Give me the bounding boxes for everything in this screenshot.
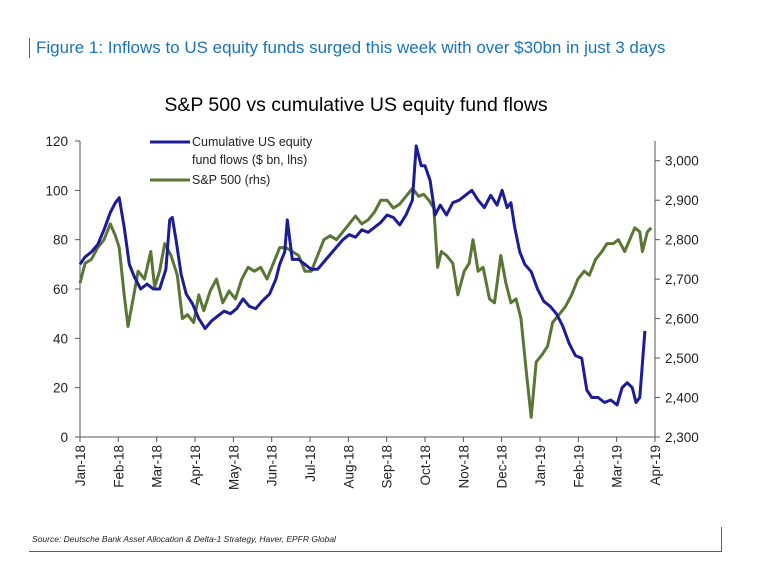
y-left-tick-label: 40 (53, 331, 68, 346)
chart-lines (78, 144, 653, 419)
x-tick-label: Feb-19 (571, 445, 586, 488)
x-tick-label: Jul-18 (303, 445, 318, 482)
y-left-tick-label: 120 (45, 134, 68, 149)
legend-label: S&P 500 (rhs) (192, 173, 270, 187)
legend-label: fund flows ($ bn, lhs) (192, 153, 307, 167)
y-right-tick-label: 3,000 (665, 154, 699, 169)
x-tick-label: Nov-18 (456, 445, 471, 489)
source-note: Source: Deutsche Bank Asset Allocation &… (32, 534, 336, 544)
y-right-tick-label: 2,900 (665, 193, 699, 208)
x-tick-label: Oct-18 (418, 445, 433, 486)
y-left-tick-label: 20 (53, 381, 68, 396)
x-tick-label: Feb-18 (111, 445, 126, 488)
x-tick-label: Sep-18 (380, 445, 395, 489)
x-tick-label: Dec-18 (495, 445, 510, 489)
figure-footer: Source: Deutsche Bank Asset Allocation &… (29, 527, 722, 552)
legend-label: Cumulative US equity (192, 135, 313, 149)
x-tick-label: Mar-18 (150, 445, 165, 488)
y-right-tick-label: 2,800 (665, 233, 699, 248)
figure-caption: Figure 1: Inflows to US equity funds sur… (36, 38, 666, 57)
chart-legend: Cumulative US equity fund flows ($ bn, lh… (150, 135, 313, 187)
x-tick-label: Aug-18 (341, 445, 356, 489)
x-tick-label: Apr-18 (188, 445, 203, 486)
y-left-tick-label: 0 (60, 430, 68, 445)
y-left-tick-label: 100 (45, 183, 68, 198)
y-right-tick-label: 2,500 (665, 351, 699, 366)
x-tick-label: Jan-19 (533, 445, 548, 486)
y-right-tick-label: 2,700 (665, 272, 699, 287)
chart-ticks: 0 20 40 60 80 100 120 2,300 2,400 2,500 2,600 2,700… (45, 134, 698, 490)
x-tick-label: May-18 (226, 445, 241, 490)
x-tick-label: Mar-19 (610, 445, 625, 488)
y-right-tick-label: 2,600 (665, 312, 699, 327)
x-tick-label: Apr-19 (648, 445, 663, 486)
y-left-tick-label: 80 (53, 233, 68, 248)
chart-title: S&P 500 vs cumulative US equity fund flo… (164, 94, 548, 116)
chart-axes (79, 141, 656, 438)
sp500-line (78, 186, 653, 419)
y-right-tick-label: 2,400 (665, 391, 699, 406)
figure-header: Figure 1: Inflows to US equity funds sur… (29, 38, 736, 58)
y-left-tick-label: 60 (53, 282, 68, 297)
x-tick-label: Jan-18 (73, 445, 88, 486)
y-right-tick-label: 2,300 (665, 430, 699, 445)
x-tick-label: Jun-18 (265, 445, 280, 486)
fund-flows-line (78, 144, 647, 407)
